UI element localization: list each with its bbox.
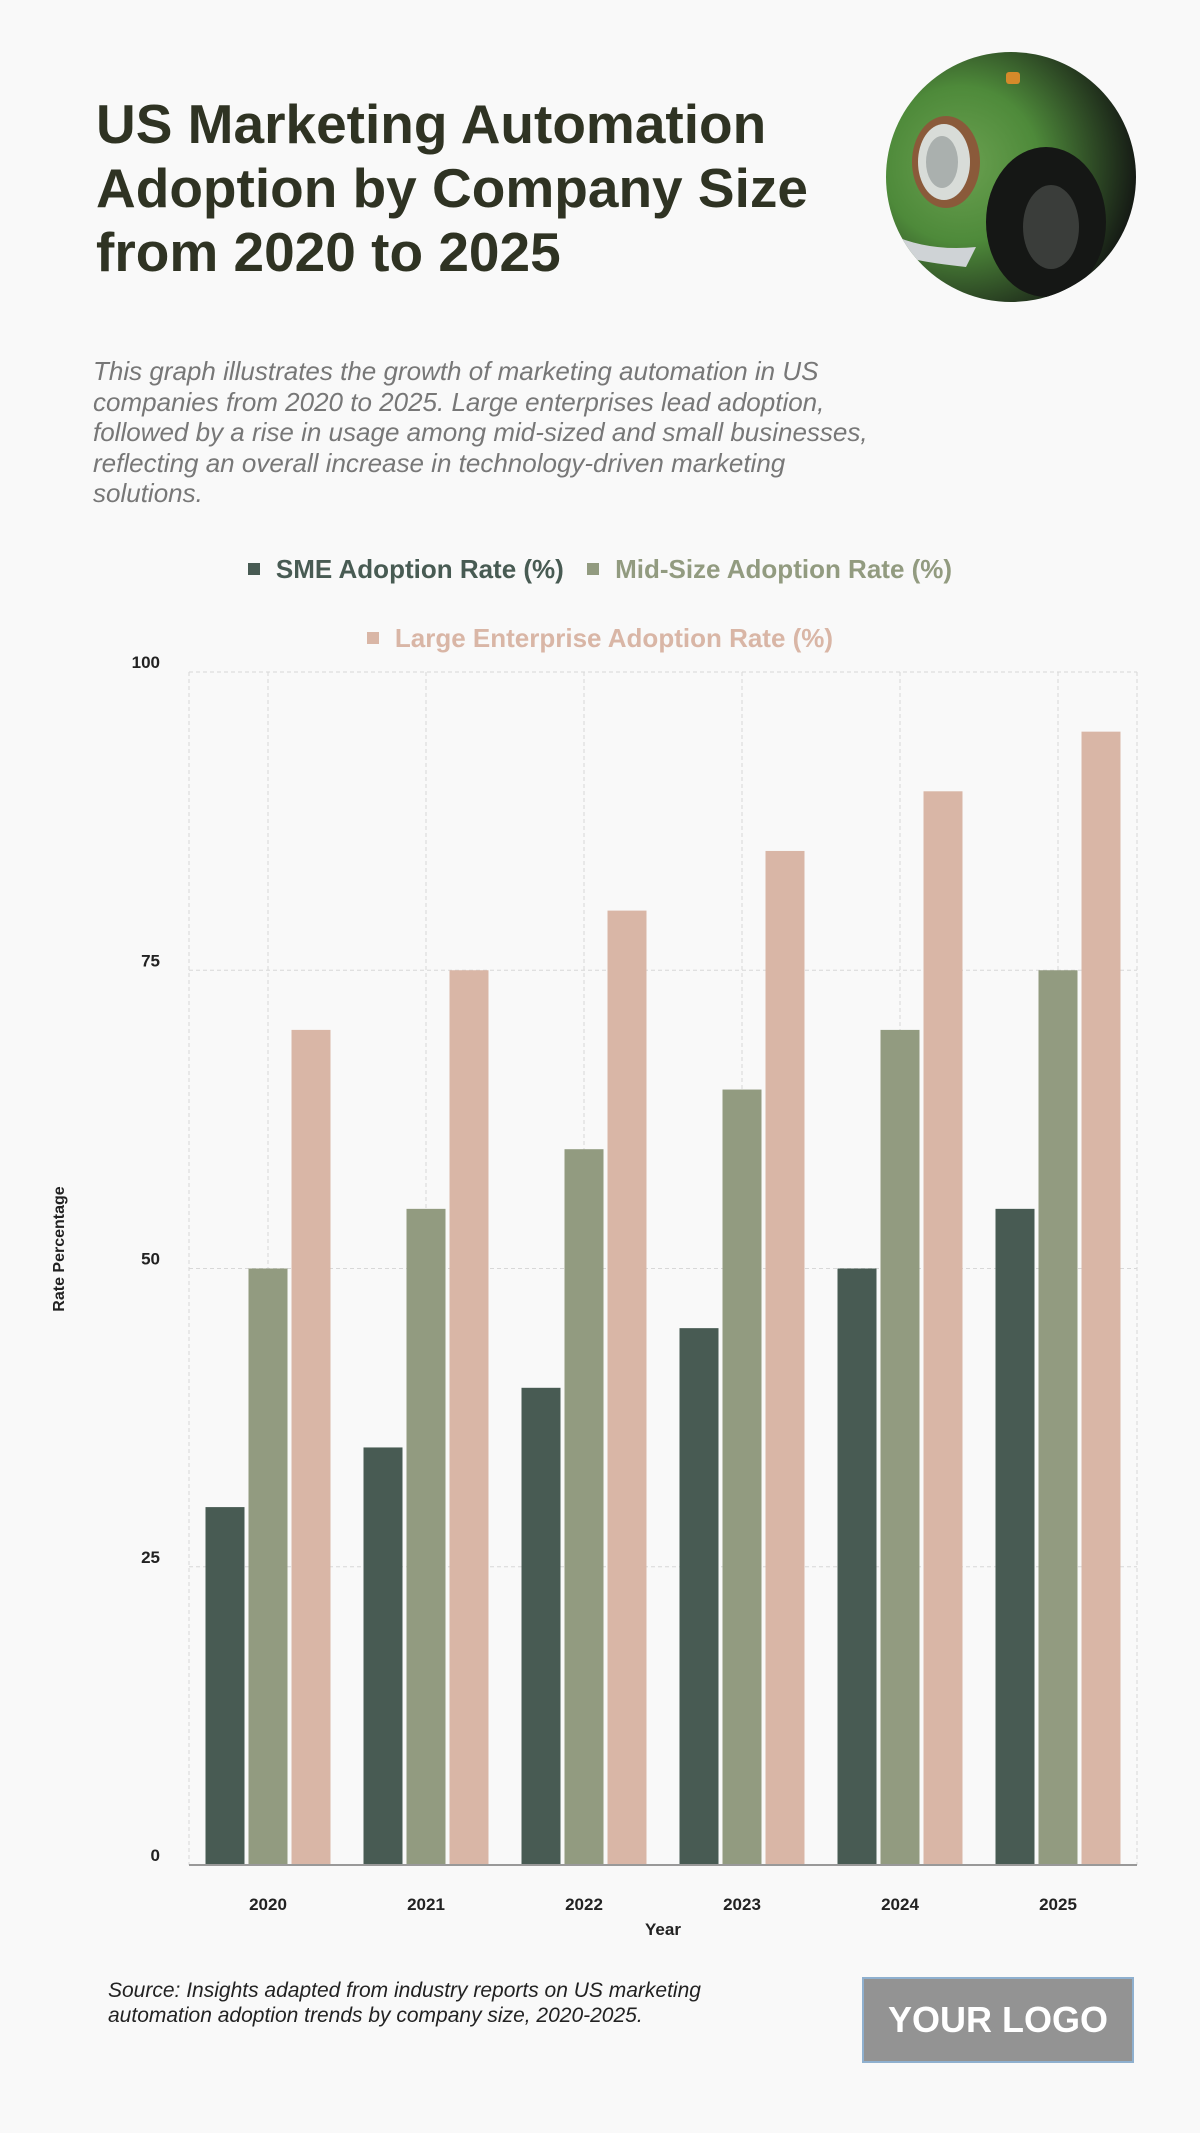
bar-2022-series-2 [607,910,647,1865]
car-photo [886,52,1136,302]
x-tick-label: 2023 [723,1895,761,1914]
y-tick-label: 50 [141,1250,160,1269]
logo-placeholder: YOUR LOGO [862,1977,1134,2063]
bar-2024-series-2 [923,791,963,1865]
bar-2020-series-0 [205,1507,245,1865]
source-note: Source: Insights adapted from industry r… [108,1979,701,2027]
legend-swatch-mid-size [587,563,600,575]
bar-2024-series-1 [880,1029,920,1865]
bar-2020-series-1 [248,1268,288,1865]
bar-2022-series-1 [564,1149,604,1865]
bar-2021-series-2 [449,970,489,1865]
bar-2021-series-1 [406,1208,446,1865]
legend-item-mid-size: Mid-Size Adoption Rate (%) [587,554,952,585]
bar-2025-series-0 [995,1208,1035,1865]
bar-2024-series-0 [837,1268,877,1865]
x-tick-label: 2020 [249,1895,287,1914]
y-tick-label: 75 [141,951,160,970]
legend-row-1: SME Adoption Rate (%) Mid-Size Adoption … [0,551,1200,585]
bar-2022-series-0 [521,1387,561,1865]
legend-label-large: Large Enterprise Adoption Rate (%) [394,622,834,653]
page-title: US Marketing Automation Adoption by Comp… [96,93,808,283]
x-tick-label: 2024 [881,1895,919,1914]
y-tick-label: 25 [141,1548,160,1567]
legend-item-large: Large Enterprise Adoption Rate (%) [366,622,834,654]
x-axis-label: Year [645,1920,681,1939]
y-axis-label: Rate Percentage [51,1186,68,1311]
bar-2023-series-2 [765,850,805,1865]
legend-item-sme: SME Adoption Rate (%) [247,553,564,585]
x-tick-label: 2021 [407,1895,445,1914]
bar-2025-series-1 [1038,970,1078,1865]
bar-2023-series-1 [722,1089,762,1865]
legend-row-2: Large Enterprise Adoption Rate (%) [0,620,1200,654]
x-tick-label: 2025 [1039,1895,1077,1914]
x-tick-label: 2022 [565,1895,603,1914]
y-tick-label: 0 [151,1846,160,1865]
legend-label-mid-size: Mid-Size Adoption Rate (%) [615,553,953,584]
bar-2023-series-0 [679,1328,719,1865]
car-illustration [886,72,1106,297]
bar-2025-series-2 [1081,731,1121,1865]
legend-swatch-large [366,632,379,644]
legend-label-sme: SME Adoption Rate (%) [275,553,564,584]
legend-swatch-sme [247,563,260,575]
bar-2021-series-0 [363,1447,403,1865]
bar-2020-series-2 [291,1029,331,1865]
chart-description: This graph illustrates the growth of mar… [93,356,868,508]
y-tick-label: 100 [132,653,160,672]
